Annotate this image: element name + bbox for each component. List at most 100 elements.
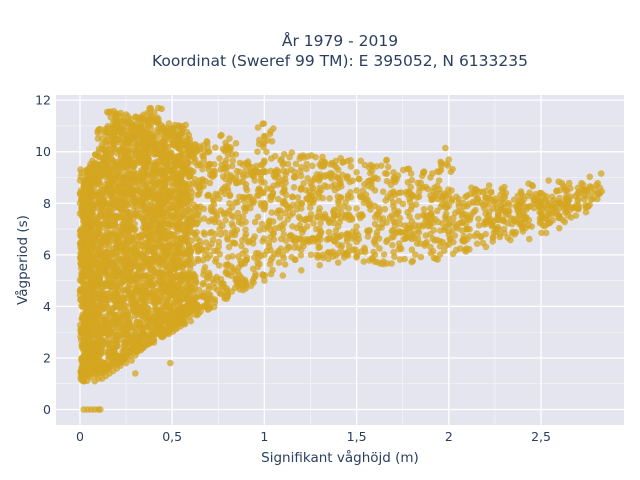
- data-point: [392, 211, 400, 218]
- data-point: [451, 232, 459, 239]
- data-point: [430, 226, 438, 234]
- data-point: [221, 229, 229, 236]
- data-point: [246, 238, 253, 245]
- data-point: [261, 200, 269, 208]
- data-point: [211, 296, 219, 303]
- data-point: [516, 212, 524, 219]
- data-point: [441, 226, 448, 234]
- data-point: [150, 236, 158, 244]
- data-point: [223, 285, 230, 292]
- data-point: [150, 172, 158, 179]
- data-point: [171, 121, 179, 129]
- data-point: [77, 255, 84, 263]
- data-point: [155, 242, 163, 250]
- data-point: [446, 220, 453, 227]
- data-point: [555, 178, 562, 185]
- data-point: [266, 130, 274, 138]
- data-point: [181, 169, 189, 176]
- data-point: [184, 159, 191, 167]
- data-point: [243, 186, 251, 194]
- data-point: [485, 201, 492, 208]
- data-point: [254, 187, 262, 194]
- data-point: [282, 179, 289, 187]
- data-point: [299, 229, 306, 236]
- data-point: [232, 151, 240, 158]
- data-point: [153, 180, 161, 188]
- data-point: [107, 212, 114, 220]
- data-point: [211, 171, 218, 179]
- data-point: [130, 335, 138, 342]
- data-point: [360, 258, 368, 265]
- data-point: [182, 121, 190, 129]
- data-point: [125, 276, 132, 284]
- data-point: [170, 194, 177, 201]
- data-point: [143, 292, 150, 300]
- data-point: [300, 242, 308, 250]
- data-point: [114, 194, 121, 201]
- data-point: [534, 195, 542, 202]
- data-point: [260, 189, 267, 197]
- data-point: [200, 229, 208, 236]
- data-point: [189, 153, 197, 160]
- data-point: [144, 239, 151, 246]
- data-point: [399, 200, 407, 208]
- data-point: [567, 204, 575, 211]
- data-point: [337, 154, 345, 162]
- data-point: [185, 201, 192, 209]
- data-point: [316, 261, 324, 269]
- data-point: [101, 269, 108, 276]
- data-point: [432, 216, 439, 223]
- data-point: [115, 315, 123, 323]
- x-axis-title: Signifikant våghöjd (m): [261, 449, 419, 466]
- data-point: [226, 200, 233, 207]
- data-point: [228, 231, 236, 239]
- data-point: [254, 213, 262, 221]
- data-point: [116, 303, 123, 311]
- data-point: [374, 210, 382, 218]
- data-point: [118, 119, 125, 126]
- data-point: [80, 291, 88, 299]
- data-point: [466, 246, 473, 253]
- data-point: [293, 236, 301, 243]
- data-point: [88, 170, 96, 178]
- data-point: [497, 202, 505, 210]
- data-point: [125, 159, 132, 167]
- data-point: [345, 205, 352, 212]
- data-point: [186, 306, 194, 314]
- data-point: [142, 213, 150, 221]
- data-point: [212, 144, 219, 151]
- data-point: [233, 226, 241, 234]
- data-point: [93, 365, 100, 372]
- data-point: [196, 241, 204, 249]
- data-point: [224, 291, 231, 298]
- data-point: [220, 165, 227, 172]
- data-point: [160, 254, 167, 261]
- data-point: [102, 128, 110, 136]
- data-point: [148, 130, 156, 138]
- data-point: [154, 132, 162, 140]
- data-point: [365, 201, 373, 209]
- data-point: [94, 129, 102, 137]
- data-point: [373, 232, 381, 239]
- data-point: [222, 261, 230, 269]
- data-point: [180, 188, 187, 195]
- data-point: [206, 229, 214, 237]
- data-point: [288, 149, 296, 156]
- data-point: [381, 205, 389, 213]
- data-point: [529, 182, 536, 190]
- data-point: [126, 320, 133, 328]
- data-point: [450, 214, 457, 222]
- data-point: [375, 205, 383, 212]
- data-point: [215, 195, 223, 202]
- data-point: [327, 249, 335, 257]
- data-point: [108, 199, 116, 206]
- data-point: [420, 169, 427, 177]
- data-point: [475, 222, 483, 229]
- data-point: [539, 191, 547, 198]
- data-point: [414, 213, 422, 220]
- data-point: [331, 186, 339, 194]
- data-point: [390, 188, 397, 195]
- data-point: [392, 218, 399, 226]
- data-point: [146, 105, 153, 112]
